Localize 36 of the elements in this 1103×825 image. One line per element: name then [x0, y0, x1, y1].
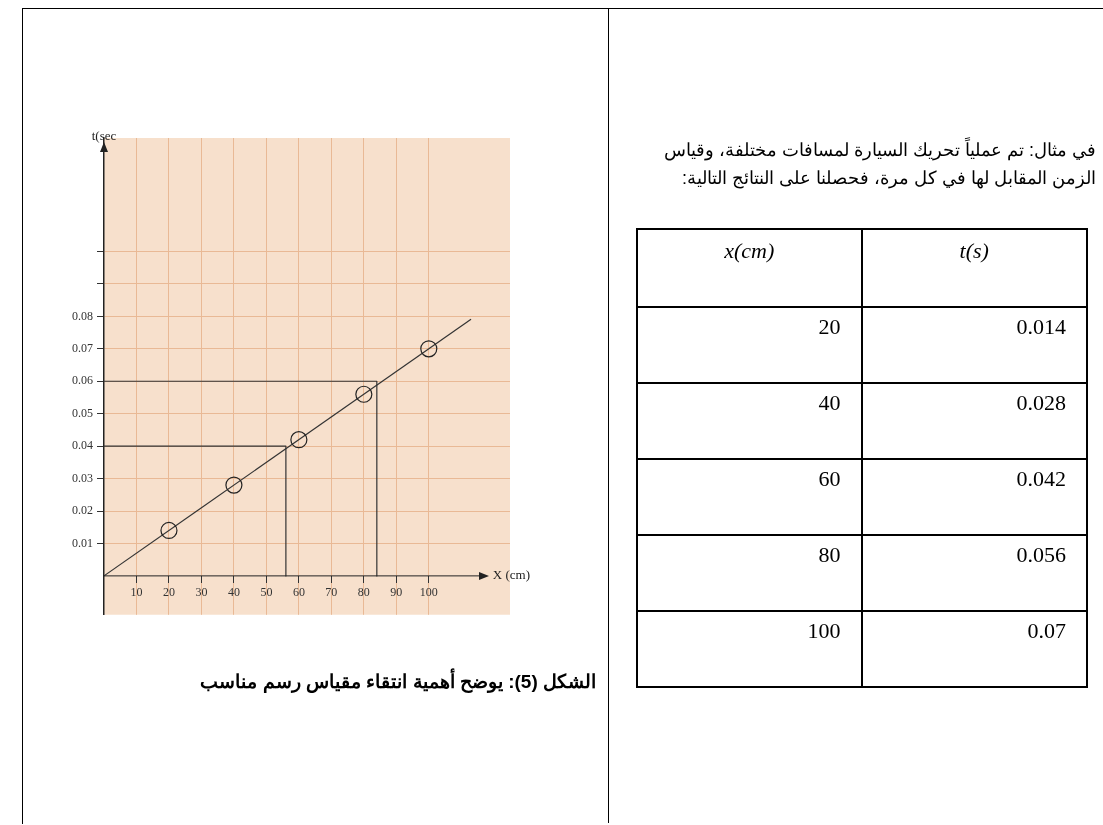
point [290, 431, 308, 449]
x-tick-label: 10 [130, 585, 143, 600]
point [355, 385, 373, 403]
x-tick-label: 50 [260, 585, 273, 600]
y-tick-label: 0.02 [72, 503, 93, 518]
point [160, 521, 178, 540]
text: t(s) [861, 229, 1087, 307]
text: 0.014 [861, 307, 1087, 383]
y-tick-label: 0.08 [72, 308, 93, 323]
y-tick-label: 0.06 [72, 373, 93, 388]
text: 0.056 [861, 535, 1087, 611]
point [420, 340, 438, 358]
text: 0.07 [861, 611, 1087, 687]
y-tick-label: 0.03 [72, 470, 93, 485]
text: في مثال: تم عملياً تحريك السيارة لمسافات مختلفة، وقياس الزمن المقابل لها في كل مرة، فحصلنا على النتائج التالية: [663, 136, 1096, 191]
y-tick-label: 0.01 [72, 535, 93, 550]
x-axis-title: X (cm) [492, 567, 530, 583]
y-tick-label: 0.04 [72, 438, 93, 453]
point [225, 476, 243, 494]
text: 0.042 [861, 459, 1087, 535]
y-tick-label: 0.07 [72, 340, 93, 355]
x-tick-label: 20 [162, 585, 175, 600]
text: x(cm) [637, 229, 862, 307]
text: 20 [637, 307, 862, 383]
text: 40 [637, 383, 862, 459]
y-tick-label: 0.05 [72, 405, 93, 420]
x-tick-label: 80 [357, 585, 370, 600]
x-tick-label: 30 [195, 585, 208, 600]
x-tick-label: 60 [292, 585, 305, 600]
x-tick-label: 70 [325, 585, 338, 600]
x-tick-label: 100 [419, 585, 438, 600]
text: الشكل (5): يوضح أهمية انتقاء مقياس رسم مناسب [199, 670, 596, 693]
x-tick-label: 90 [390, 585, 403, 600]
text: 60 [637, 459, 862, 535]
text: 0.028 [861, 383, 1087, 459]
x-tick-label: 40 [227, 585, 240, 600]
